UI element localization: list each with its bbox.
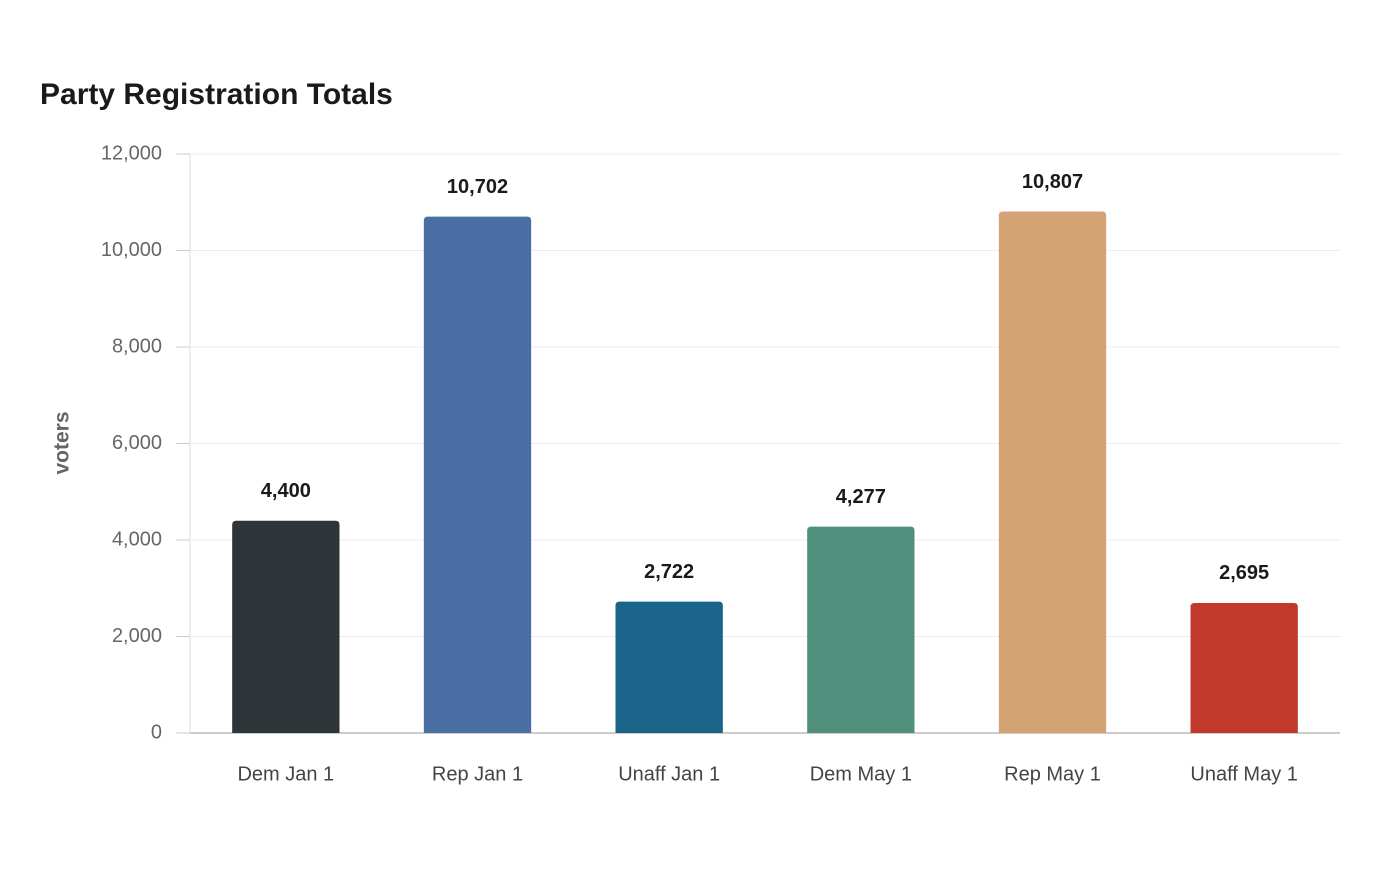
y-tick-label: 0 (151, 721, 162, 743)
value-label: 4,277 (836, 486, 886, 508)
x-tick-label: Dem May 1 (810, 763, 912, 785)
chart-title: Party Registration Totals (40, 78, 393, 111)
value-label: 4,400 (261, 480, 311, 502)
y-tick-label: 12,000 (101, 142, 162, 164)
value-label: 2,722 (644, 561, 694, 583)
x-tick-label: Rep May 1 (1004, 763, 1101, 785)
bar (1190, 602, 1298, 733)
bar (423, 216, 532, 734)
bar (807, 526, 915, 733)
x-tick-label: Unaff Jan 1 (618, 763, 720, 785)
bar (615, 601, 723, 733)
y-axis-label: voters (51, 411, 74, 474)
y-tick-label: 6,000 (112, 432, 162, 454)
y-tick-label: 10,000 (101, 239, 162, 261)
bar (998, 211, 1107, 733)
value-label: 10,807 (1022, 171, 1083, 193)
value-label: 10,702 (447, 176, 508, 198)
bar (232, 520, 340, 733)
y-tick-label: 2,000 (112, 625, 162, 647)
x-tick-label: Unaff May 1 (1190, 763, 1297, 785)
y-tick-label: 4,000 (112, 528, 162, 550)
y-tick-label: 8,000 (112, 335, 162, 357)
x-tick-label: Dem Jan 1 (237, 763, 334, 785)
x-tick-label: Rep Jan 1 (432, 763, 523, 785)
value-label: 2,695 (1219, 562, 1269, 584)
